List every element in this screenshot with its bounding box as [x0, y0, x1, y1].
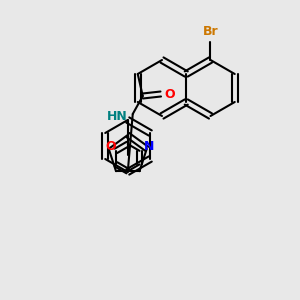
Text: Br: Br: [203, 25, 218, 38]
Text: O: O: [165, 88, 176, 100]
Text: N: N: [144, 140, 154, 153]
Text: O: O: [105, 140, 116, 153]
Text: HN: HN: [107, 110, 128, 122]
